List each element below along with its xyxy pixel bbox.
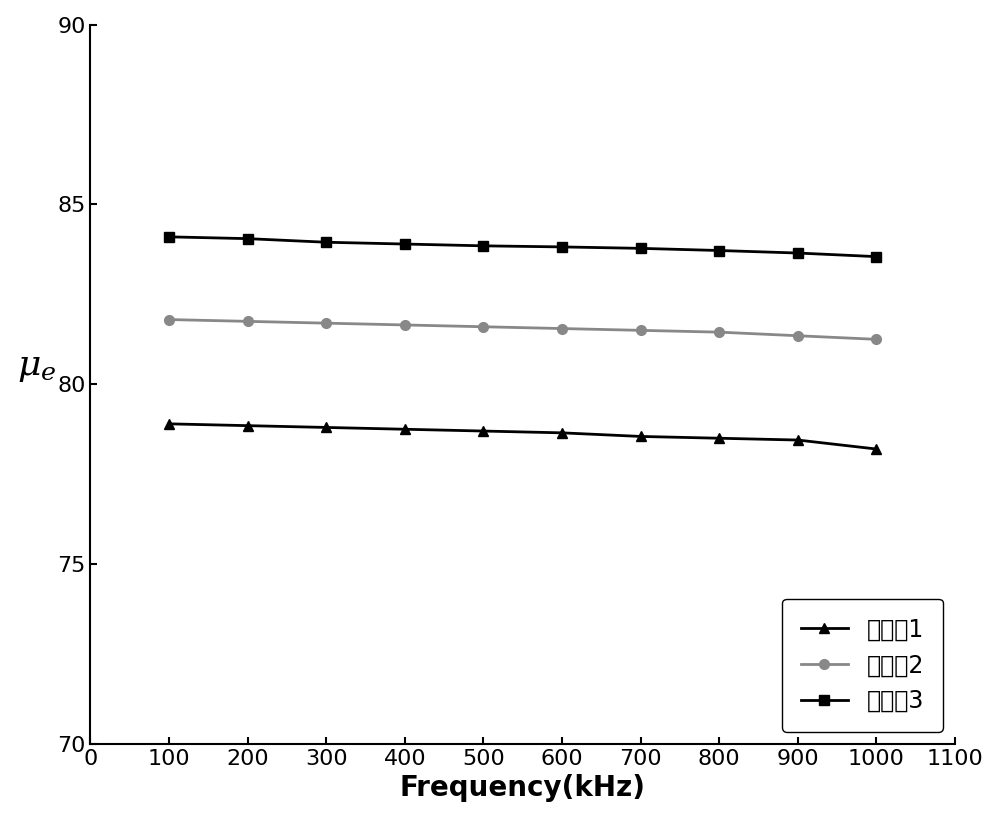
实施例1 [399,424,411,434]
实施例2 [870,334,882,344]
Line: 实施例3: 实施例3 [164,232,881,261]
实施例3 [870,251,882,261]
实施例3 [792,248,804,258]
实施例1 [477,426,489,436]
Legend: 实施例1, 实施例2, 实施例3: 实施例1, 实施例2, 实施例3 [782,599,943,732]
实施例2 [242,316,254,326]
实施例1 [792,435,804,445]
实施例3 [556,242,568,251]
实施例1 [635,432,647,441]
实施例3 [163,232,175,242]
实施例3 [477,241,489,251]
实施例3 [399,239,411,249]
实施例1 [870,444,882,454]
实施例1 [242,421,254,431]
实施例2 [713,328,725,337]
X-axis label: Frequency(kHz): Frequency(kHz) [400,774,646,803]
实施例1 [556,428,568,437]
实施例2 [635,325,647,335]
实施例2 [163,314,175,324]
实施例3 [713,246,725,256]
实施例2 [399,320,411,330]
实施例3 [242,233,254,243]
实施例3 [635,243,647,253]
Line: 实施例1: 实施例1 [164,419,881,454]
实施例1 [713,433,725,443]
Line: 实施例2: 实施例2 [164,314,881,344]
实施例1 [163,419,175,429]
实施例3 [320,238,332,247]
实施例2 [320,319,332,328]
实施例1 [320,423,332,432]
实施例2 [792,331,804,341]
实施例2 [477,322,489,332]
实施例2 [556,324,568,333]
Y-axis label: $\mu_e$: $\mu_e$ [17,351,56,384]
